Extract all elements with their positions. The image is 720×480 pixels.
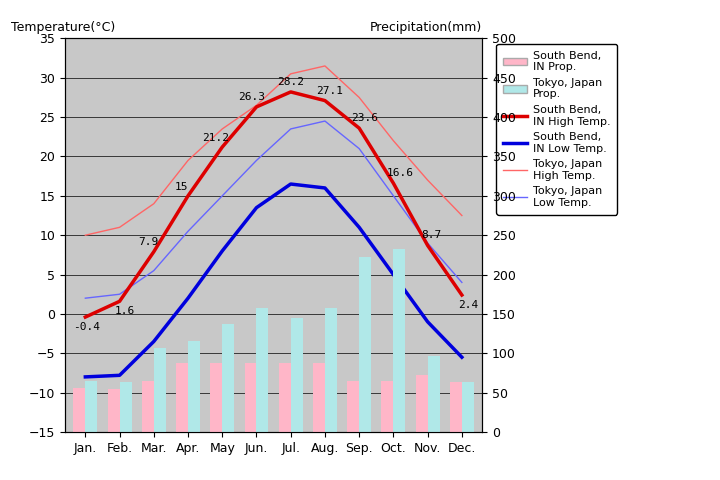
Bar xyxy=(142,381,154,432)
Bar xyxy=(73,388,86,432)
Text: 21.2: 21.2 xyxy=(202,133,229,143)
Text: 23.6: 23.6 xyxy=(351,113,378,123)
Bar xyxy=(347,381,359,432)
Bar xyxy=(382,381,393,432)
Text: 15: 15 xyxy=(174,181,188,192)
Text: 8.7: 8.7 xyxy=(421,230,441,240)
Bar xyxy=(393,250,405,432)
Legend: South Bend,
IN Prop., Tokyo, Japan
Prop., South Bend,
IN High Temp., South Bend,: South Bend, IN Prop., Tokyo, Japan Prop.… xyxy=(496,44,617,215)
Bar xyxy=(256,309,269,432)
Bar xyxy=(415,374,428,432)
Bar xyxy=(120,383,132,432)
Bar xyxy=(279,363,291,432)
Bar xyxy=(176,363,188,432)
Bar xyxy=(462,382,474,432)
Bar xyxy=(245,363,256,432)
Bar xyxy=(313,363,325,432)
Bar xyxy=(325,309,337,432)
Bar xyxy=(86,381,97,432)
Text: 28.2: 28.2 xyxy=(277,77,305,87)
Text: -0.4: -0.4 xyxy=(73,322,101,332)
Bar xyxy=(210,363,222,432)
Text: Precipitation(mm): Precipitation(mm) xyxy=(370,22,482,35)
Bar xyxy=(188,341,200,432)
Text: 1.6: 1.6 xyxy=(114,306,135,316)
Bar xyxy=(359,257,371,432)
Text: 7.9: 7.9 xyxy=(138,238,159,247)
Bar xyxy=(450,382,462,432)
Bar xyxy=(154,348,166,432)
Bar xyxy=(291,318,302,432)
Bar xyxy=(428,356,440,432)
Text: 26.3: 26.3 xyxy=(238,92,265,102)
Text: 16.6: 16.6 xyxy=(387,168,414,178)
Text: 2.4: 2.4 xyxy=(459,300,479,310)
Bar xyxy=(222,324,234,432)
Bar xyxy=(107,389,120,432)
Text: Temperature(°C): Temperature(°C) xyxy=(11,22,114,35)
Text: 27.1: 27.1 xyxy=(317,85,343,96)
